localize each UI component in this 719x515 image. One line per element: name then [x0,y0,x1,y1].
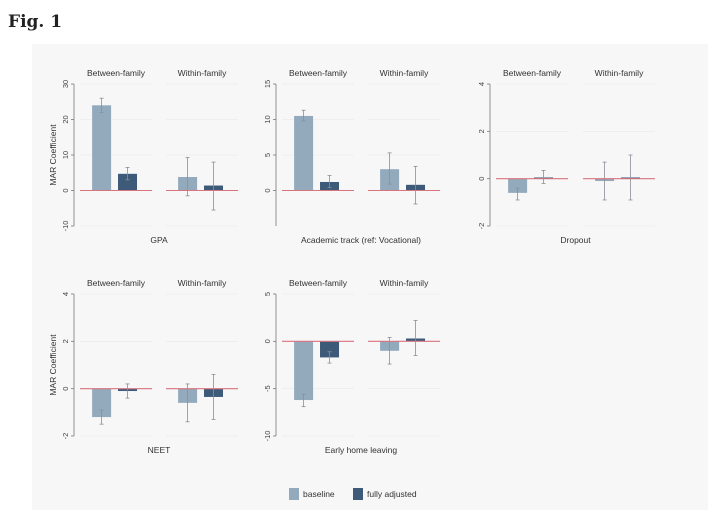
figure-title: Fig. 1 [8,12,63,32]
dropout-y-tick-label: 4 [477,82,486,86]
neet-between-family-baseline-bar [92,388,112,418]
neet-within-family-panel [166,294,238,436]
academic-track-ref-vocational-x-label: Academic track (ref: Vocational) [301,235,421,245]
academic-track-ref-vocational-y-tick-label: 5 [263,153,272,157]
early-home-leaving-between-family-panel [282,294,354,436]
academic-track-ref-vocational-within-family-title: Within-family [380,68,429,78]
early-home-leaving-y-tick-label: -5 [263,385,272,392]
gpa-x-label: GPA [150,235,168,245]
gpa-between-family-baseline-bar [92,105,112,191]
dropout-within-family-title: Within-family [595,68,644,78]
academic-track-ref-vocational-between-family-title: Between-family [289,68,348,78]
early-home-leaving-within-family-panel [368,294,440,436]
dropout-between-family-panel [496,84,568,226]
dropout-within-family-panel [583,84,655,226]
academic-track-ref-vocational-y-tick-label: 15 [263,80,272,88]
dropout-y-tick-label: 2 [477,129,486,133]
academic-track-ref-vocational-y-tick-label: 10 [263,115,272,123]
academic-track-ref-vocational-between-family-baseline-bar [294,115,314,191]
neet-y-tick-label: 4 [61,292,70,296]
early-home-leaving-between-family-fully-adjusted-bar [320,341,340,358]
legend-label-fully-adjusted: fully adjusted [367,489,417,499]
early-home-leaving-y-tick-label: 0 [263,339,272,343]
dropout-y-tick-label: 0 [477,177,486,181]
neet-within-family-title: Within-family [178,278,227,288]
early-home-leaving-x-label: Early home leaving [325,445,398,455]
gpa-y-tick-label: -10 [61,221,70,232]
dropout-between-family-title: Between-family [503,68,562,78]
early-home-leaving-within-family-title: Within-family [380,278,429,288]
dropout-y-tick-label: -2 [477,223,486,230]
neet-between-family-title: Between-family [87,278,146,288]
gpa-between-family-fully-adjusted-bar [118,173,138,191]
legend-label-baseline: baseline [303,489,335,499]
gpa-within-family-title: Within-family [178,68,227,78]
gpa-y-tick-label: 0 [61,188,70,192]
dropout-between-family-baseline-bar [508,178,528,193]
neet-y-tick-label: -2 [61,433,70,440]
neet-y-label: MAR Coefficient [48,334,58,396]
neet-y-tick-label: 2 [61,339,70,343]
early-home-leaving-between-family-title: Between-family [289,278,348,288]
academic-track-ref-vocational-y-tick-label: 0 [263,188,272,192]
gpa-y-label: MAR Coefficient [48,124,58,186]
legend-swatch-fully-adjusted [353,488,363,500]
gpa-y-tick-label: 10 [61,151,70,159]
neet-between-family-panel [80,294,152,436]
neet-x-label: NEET [148,445,171,455]
gpa-y-tick-label: 20 [61,115,70,123]
neet-y-tick-label: 0 [61,387,70,391]
dropout-x-label: Dropout [560,235,591,245]
legend-swatch-baseline [289,488,299,500]
gpa-y-tick-label: 30 [61,80,70,88]
early-home-leaving-between-family-baseline-bar [294,341,314,401]
gpa-between-family-title: Between-family [87,68,146,78]
early-home-leaving-y-tick-label: -10 [263,431,272,442]
early-home-leaving-y-tick-label: 5 [263,292,272,296]
